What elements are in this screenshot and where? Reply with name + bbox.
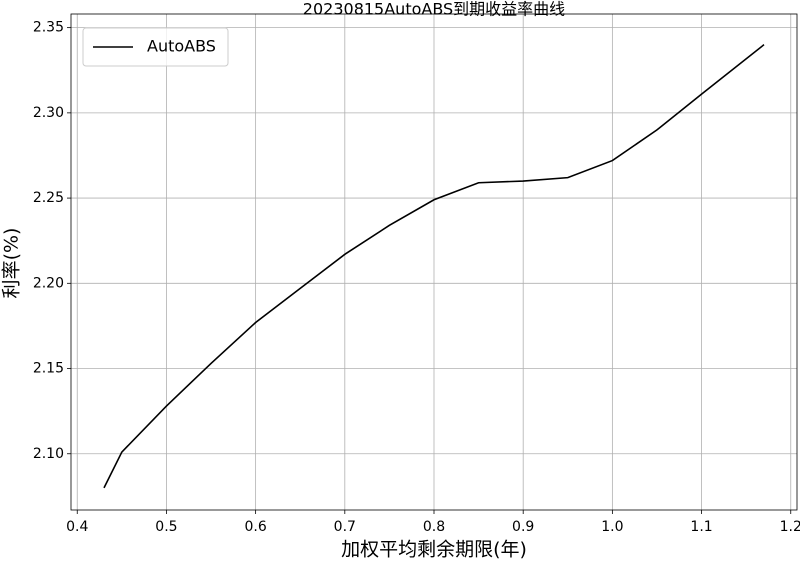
x-tick-label: 0.7	[334, 519, 356, 535]
y-tick-label: 2.35	[33, 20, 64, 36]
plot-frame	[70, 13, 798, 511]
x-tick-label: 0.4	[66, 519, 88, 535]
x-tick-label: 0.8	[423, 519, 445, 535]
y-tick-label: 2.30	[33, 105, 64, 121]
x-tick-label: 0.5	[155, 519, 177, 535]
y-tick-label: 2.15	[33, 361, 64, 377]
y-tick-label: 2.25	[33, 190, 64, 206]
legend-box	[82, 27, 229, 67]
y-tick-label: 2.20	[33, 275, 64, 291]
x-tick-label: 1.0	[601, 519, 623, 535]
x-tick-label: 1.2	[780, 519, 800, 535]
x-tick-label: 0.6	[244, 519, 266, 535]
x-tick-label: 0.9	[512, 519, 534, 535]
y-axis-label: 利率(%)	[1, 228, 23, 299]
x-axis-label: 加权平均剩余期限(年)	[341, 539, 527, 561]
x-tick-label: 1.1	[690, 519, 712, 535]
y-tick-label: 2.10	[33, 446, 64, 462]
legend-label: AutoABS	[147, 37, 216, 56]
line-series	[103, 44, 765, 489]
